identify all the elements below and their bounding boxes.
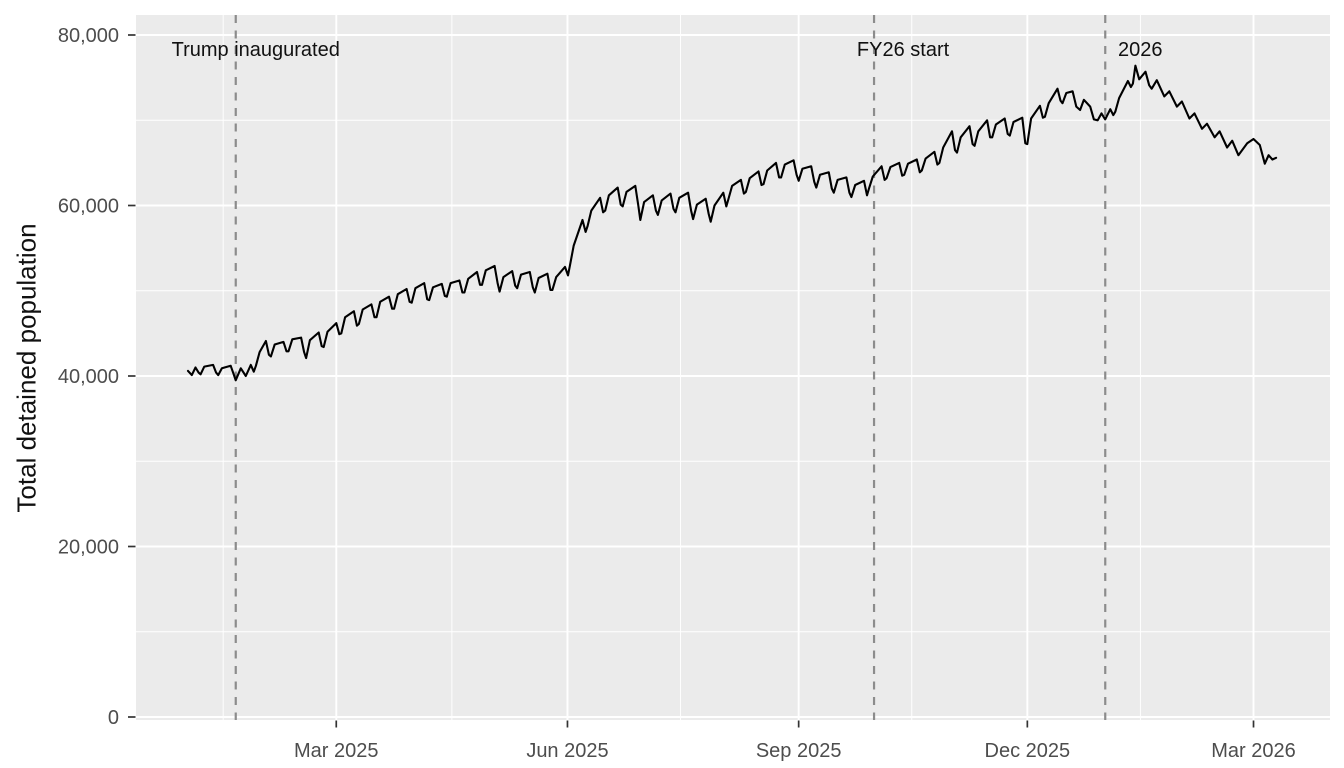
y-tick-label-1: 20,000 [58,537,119,559]
x-tick-label-2: Sep 2025 [756,740,842,762]
detained-population-line [186,64,1278,382]
event-label-0: Trump inaugurated [172,39,340,61]
x-tick-label-1: Jun 2025 [526,740,608,762]
y-tick-label-3: 60,000 [58,196,119,218]
x-tick-label-3: Dec 2025 [985,740,1071,762]
plot-panel [136,15,1330,720]
x-tick-label-4: Mar 2026 [1211,740,1296,762]
y-axis-title: Total detained population [11,223,42,513]
y-tick-label-4: 80,000 [58,25,119,47]
x-tick-label-0: Mar 2025 [294,740,379,762]
event-label-2: 2026 [1118,39,1163,61]
y-tick-label-0: 0 [108,707,119,729]
event-label-1: FY26 start [857,39,950,61]
y-tick-label-2: 40,000 [58,366,119,388]
